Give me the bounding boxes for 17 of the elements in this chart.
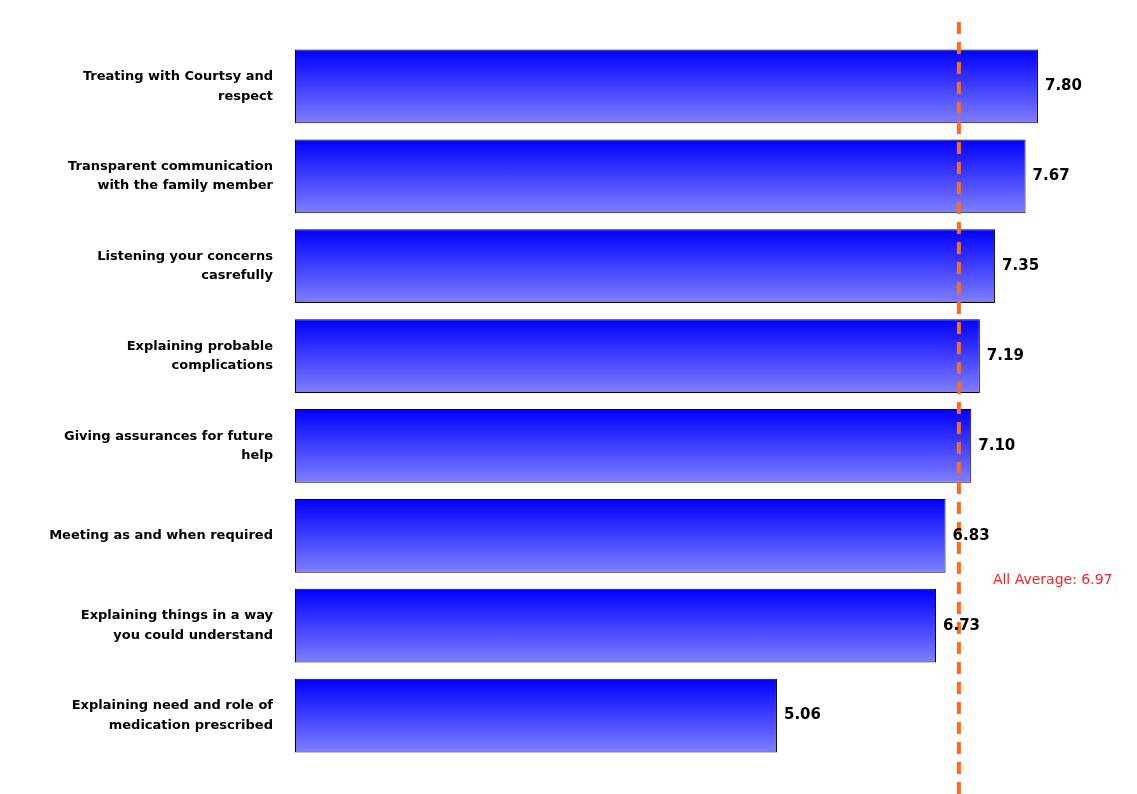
data-label: 7.19 [986, 345, 1024, 364]
y-tick-label: Explaining need and role of medication prescribed [71, 697, 274, 732]
data-label: 5.06 [783, 705, 821, 724]
y-tick-label: Giving assurances for future help [63, 427, 274, 463]
data-label: 7.80 [1044, 76, 1082, 95]
data-label: 7.10 [978, 435, 1016, 454]
y-tick-label: Explaining things in a way you could understand [80, 607, 274, 642]
ref-line-label: All Average: 6.97 [992, 571, 1113, 588]
y-tick-label: Explaining probable complications [126, 337, 274, 373]
data-label: 7.67 [1032, 166, 1070, 185]
y-tick-label: Listening your concerns casrefully [97, 247, 274, 283]
data-label: 7.35 [1002, 256, 1040, 275]
data-label: 6.73 [943, 615, 981, 634]
y-tick-label: Treating with Courtsy and respect [82, 68, 273, 103]
data-label: 6.83 [952, 525, 990, 544]
y-tick-label: Transparent communication with the family member [68, 157, 274, 193]
y-tick-label: Meeting as and when required [49, 527, 273, 543]
